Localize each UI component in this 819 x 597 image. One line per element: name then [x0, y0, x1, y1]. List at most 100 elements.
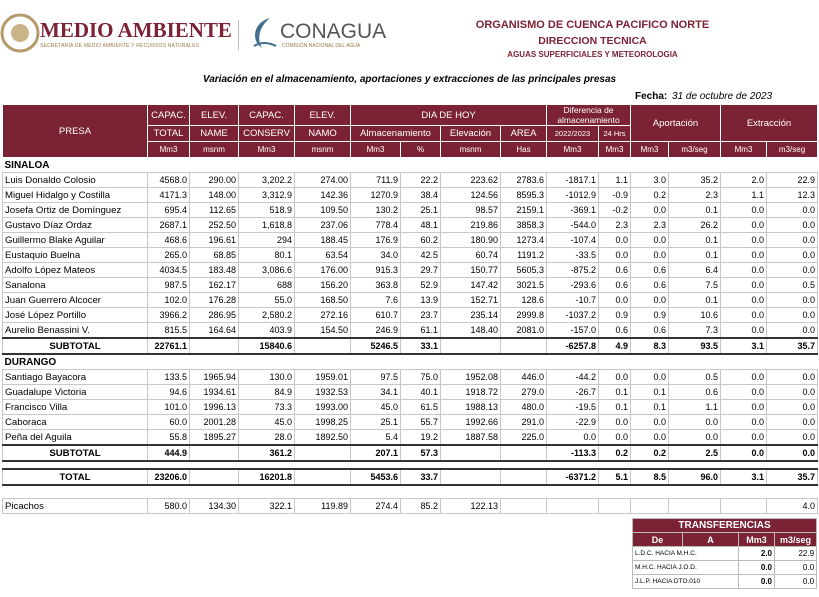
dam-name: Guillermo Blake Aguilar	[2, 232, 148, 248]
cell: 61.1	[400, 322, 441, 339]
cell: 0.0	[720, 247, 768, 263]
cell: 0.0	[598, 369, 631, 385]
transfers-title: TRANSFERENCIAS	[631, 518, 818, 533]
h-unit: m3/seg	[766, 141, 819, 158]
cell: 152.71	[440, 292, 501, 308]
cell: 237.06	[294, 217, 351, 233]
cell: 45.0	[350, 399, 401, 415]
dept: AGUAS SUPERFICIALES Y METEOROLOGIA	[507, 50, 678, 59]
transfer-mm3: 2.0	[738, 546, 775, 561]
transfer-mm3: 0.0	[738, 574, 775, 589]
cell: 60.2	[400, 232, 441, 248]
cell: 322.1	[238, 498, 295, 514]
cell: 2159.1	[500, 202, 547, 218]
cell: 128.6	[500, 292, 547, 308]
cell: 6.4	[667, 262, 722, 278]
cell: 0.0	[720, 429, 768, 446]
cell: 815.5	[147, 322, 190, 339]
cell: 25.1	[400, 202, 441, 218]
cell: 0.0	[766, 444, 819, 462]
cell	[598, 498, 631, 514]
semarnat-sub: SECRETARÍA DE MEDIO AMBIENTE Y RECURSOS …	[40, 43, 200, 49]
dam-name: Luis Donaldo Colosio	[2, 172, 148, 188]
cell: 1270.9	[350, 187, 401, 203]
cell: 580.0	[147, 498, 190, 514]
cell: 1918.72	[440, 384, 501, 400]
cell: 446.0	[500, 369, 547, 385]
cell: 2783.6	[500, 172, 547, 188]
table-row: Caboraca 60.0 2001.28 45.0 1998.25 25.1 55.7 19…	[2, 414, 819, 430]
cell: 80.1	[238, 247, 295, 263]
cell: 29.7	[400, 262, 441, 278]
cell: 176.00	[294, 262, 351, 278]
cell: -369.1	[546, 202, 599, 218]
cell: 23206.0	[147, 468, 190, 486]
cell: 0.0	[766, 247, 819, 263]
divider	[238, 20, 239, 50]
transfers-header: De	[632, 532, 683, 547]
cell: 26.2	[667, 217, 722, 233]
cell: 61.5	[400, 399, 441, 415]
table-row: Josefa Ortiz de Domínguez 695.4 112.65 518.…	[2, 202, 819, 218]
cell: 168.50	[294, 292, 351, 308]
cell	[667, 498, 722, 514]
cell: 34.0	[350, 247, 401, 263]
cell: 0.0	[720, 399, 768, 415]
cell: 0.0	[598, 414, 631, 430]
dam-name: Juan Guerrero Alcocer	[2, 292, 148, 308]
h-top: CAPAC.	[147, 104, 190, 126]
cell: 75.0	[400, 369, 441, 385]
h-unit: Has	[500, 141, 547, 158]
cell: -6257.8	[546, 337, 599, 355]
transfers-header: m3/seg	[773, 532, 818, 547]
dam-name: TOTAL	[2, 468, 148, 486]
cell: 8.5	[630, 468, 669, 486]
section-name: DURANGO	[2, 354, 818, 370]
cell: 0.0	[630, 429, 669, 446]
cell: 363.8	[350, 277, 401, 293]
spacer-cell	[3, 461, 818, 469]
h-unit: Mm3	[546, 141, 599, 158]
section-row: SINALOA	[2, 157, 818, 173]
h-unit: %	[400, 141, 441, 158]
transfer-row: M.H.C. HACIA J.O.D. 0.0 0.0	[632, 560, 818, 575]
cell: 219.86	[440, 217, 501, 233]
dam-name: Aurelio Benassini V.	[2, 322, 148, 339]
cell: 778.4	[350, 217, 401, 233]
table-row: Peña del Aguila 55.8 1895.27 28.0 1892.50 5.4…	[2, 429, 819, 446]
cell: 48.1	[400, 217, 441, 233]
cell: 3,202.2	[238, 172, 295, 188]
cell: 2001.28	[189, 414, 239, 430]
cell: 0.0	[720, 232, 768, 248]
cell: 25.1	[350, 414, 401, 430]
h-mid: NAMO	[294, 125, 351, 142]
cell	[440, 337, 501, 355]
h-unit: Mm3	[238, 141, 295, 158]
table-row: SUBTOTAL 22761.1 15840.6 5246.5 33.1 -6257.8 4…	[2, 337, 819, 355]
table-row: Adolfo López Mateos 4034.5 183.48 3,086.6 17…	[2, 262, 819, 278]
cell: 3,312.9	[238, 187, 295, 203]
cell: 290.00	[189, 172, 239, 188]
cell: 57.3	[400, 444, 441, 462]
cell	[500, 498, 547, 514]
cell: 0.0	[546, 429, 599, 446]
cell: 34.1	[350, 384, 401, 400]
cell: 1.1	[720, 187, 768, 203]
cell: 42.5	[400, 247, 441, 263]
h-hoy-col: Almacenamiento	[350, 125, 441, 142]
cell: 1.1	[598, 172, 631, 188]
dam-name: Guadalupe Victoria	[2, 384, 148, 400]
cell: 35.2	[667, 172, 722, 188]
h-hoy: DIA DE HOY	[350, 104, 547, 126]
spacer-cell	[3, 485, 818, 492]
cell: 0.6	[630, 262, 669, 278]
cell: 0.0	[720, 307, 768, 323]
cell: 7.5	[667, 277, 722, 293]
transfers-header: A	[682, 532, 739, 547]
table-row: SUBTOTAL 444.9 361.2 207.1 57.3 -113.3 0.2 0.2 2…	[2, 444, 819, 462]
cell	[546, 498, 599, 514]
cell: 45.0	[238, 414, 295, 430]
dam-name: Santiago Bayacora	[2, 369, 148, 385]
cell: 1191.2	[500, 247, 547, 263]
dam-name: SUBTOTAL	[2, 337, 148, 355]
